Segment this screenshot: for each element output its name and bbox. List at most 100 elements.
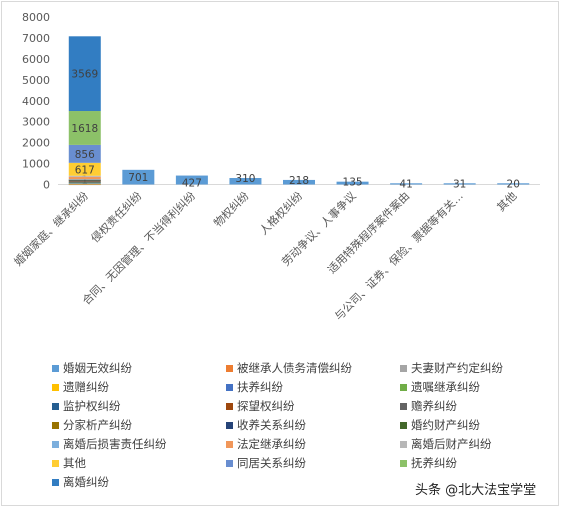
y-tick-label: 3000 <box>22 116 50 129</box>
bar-segment <box>68 180 101 181</box>
legend-swatch <box>400 440 407 448</box>
bar-segment <box>68 175 101 177</box>
legend-item: 夫妻财产约定纠纷 <box>400 360 503 376</box>
x-tick-label: 人格权纠纷 <box>256 189 305 238</box>
legend-label: 扶养纠纷 <box>237 380 283 394</box>
legend-swatch <box>226 459 233 467</box>
data-label: 20 <box>507 179 520 191</box>
legend-item: 监护权纠纷 <box>52 398 121 414</box>
legend-label: 分家析产纠纷 <box>63 418 132 432</box>
bar <box>443 183 476 185</box>
legend-item: 赡养纠纷 <box>400 398 457 414</box>
data-label: 856 <box>75 149 95 161</box>
data-label: 1618 <box>71 123 98 135</box>
legend-swatch <box>52 402 59 410</box>
bar-segment <box>68 184 101 185</box>
x-tick-label: 物权纠纷 <box>211 189 252 230</box>
data-label: 3569 <box>71 69 98 81</box>
bar-segment <box>68 181 101 183</box>
legend-label: 遗赠纠纷 <box>63 380 109 394</box>
legend-label: 离婚后损害责任纠纷 <box>63 437 167 451</box>
legend-item: 婚约财产纠纷 <box>400 417 480 433</box>
watermark-text: 头条 @北大法宝学堂 <box>415 483 537 498</box>
legend-label: 同居关系纠纷 <box>237 456 306 470</box>
legend-label: 法定继承纠纷 <box>237 437 306 451</box>
legend-label: 被继承人债务清偿纠纷 <box>237 361 352 375</box>
legend-swatch <box>400 383 407 391</box>
x-tick-label: 其他 <box>495 189 520 214</box>
legend-swatch <box>52 440 59 448</box>
legend-label: 夫妻财产约定纠纷 <box>411 361 503 375</box>
legend-item: 法定继承纠纷 <box>226 436 306 452</box>
legend-label: 离婚后财产纠纷 <box>411 437 492 451</box>
bar <box>175 175 208 185</box>
legend-swatch <box>400 421 407 429</box>
legend-item: 被继承人债务清偿纠纷 <box>226 360 352 376</box>
legend-swatch <box>226 440 233 448</box>
bar <box>336 181 369 185</box>
bar-segment <box>68 162 101 176</box>
bar-segment <box>68 144 101 163</box>
legend-swatch <box>52 383 59 391</box>
y-tick-label: 8000 <box>22 11 50 24</box>
bar-segment <box>68 182 101 184</box>
data-label: 427 <box>182 178 202 190</box>
bar <box>497 183 530 185</box>
bar-segment <box>68 182 101 183</box>
y-tick-label: 7000 <box>22 32 50 45</box>
legend-item: 探望权纠纷 <box>226 398 295 414</box>
bar <box>283 179 315 185</box>
legend-swatch <box>226 364 233 372</box>
x-tick-label: 婚姻家庭、继承纠纷 <box>11 189 91 269</box>
y-tick-label: 5000 <box>22 74 50 87</box>
legend-label: 监护权纠纷 <box>63 399 121 413</box>
legend-label: 抚养纠纷 <box>411 456 457 470</box>
y-tick-label: 0 <box>43 179 50 192</box>
bar-segment <box>68 111 101 145</box>
bar-segment <box>68 176 101 180</box>
y-tick-label: 1000 <box>22 158 50 171</box>
legend-item: 其他 <box>52 455 86 471</box>
legend-swatch <box>52 478 59 486</box>
legend-swatch <box>52 364 59 372</box>
bar-segment <box>68 36 101 112</box>
bar-segment <box>68 183 101 185</box>
legend-item: 遗嘱继承纠纷 <box>400 379 480 395</box>
legend-label: 婚姻无效纠纷 <box>63 361 132 375</box>
legend-label: 离婚纠纷 <box>63 475 109 489</box>
x-tick-label: 合同、无因管理、不当得利纠纷 <box>79 189 198 308</box>
bar <box>122 169 155 185</box>
legend-item: 离婚后损害责任纠纷 <box>52 436 167 452</box>
legend-label: 收养关系纠纷 <box>237 418 306 432</box>
legend-item: 同居关系纠纷 <box>226 455 306 471</box>
legend-label: 遗嘱继承纠纷 <box>411 380 480 394</box>
legend-item: 扶养纠纷 <box>226 379 283 395</box>
y-tick-label: 6000 <box>22 53 50 66</box>
legend-swatch <box>52 421 59 429</box>
y-tick-label: 2000 <box>22 137 50 150</box>
legend-label: 赡养纠纷 <box>411 399 457 413</box>
data-label: 617 <box>75 164 95 176</box>
data-label: 135 <box>343 177 363 189</box>
data-label: 310 <box>235 173 255 185</box>
legend-swatch <box>400 402 407 410</box>
legend-swatch <box>400 459 407 467</box>
x-tick-label: 侵权责任纠纷 <box>89 189 145 245</box>
bar-segment <box>68 183 101 184</box>
legend-item: 离婚后财产纠纷 <box>400 436 492 452</box>
legend-swatch <box>52 459 59 467</box>
legend-item: 分家析产纠纷 <box>52 417 132 433</box>
bar <box>390 183 423 185</box>
legend-swatch <box>226 402 233 410</box>
legend-item: 婚姻无效纠纷 <box>52 360 132 376</box>
bar-segment <box>68 180 101 182</box>
legend-swatch <box>226 421 233 429</box>
legend-label: 婚约财产纠纷 <box>411 418 480 432</box>
legend-item: 抚养纠纷 <box>400 455 457 471</box>
legend-label: 其他 <box>63 456 86 470</box>
data-label: 31 <box>453 179 466 191</box>
bar-segment <box>68 179 101 180</box>
bar-chart: 0100020003000400050006000700080001617856… <box>11 11 540 323</box>
data-label: 218 <box>289 175 309 187</box>
